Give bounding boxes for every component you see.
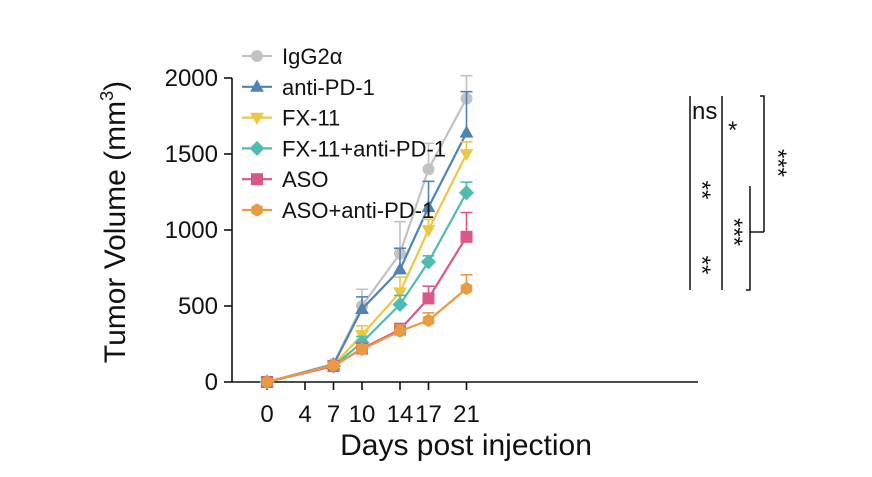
data-point (459, 149, 474, 162)
y-axis-label-superscript: 3 (97, 91, 117, 101)
x-tick-label: 14 (387, 401, 414, 428)
legend: IgG2α anti-PD-1 FX-11 FX-11+anti-PD-1 ASO ASO… (242, 44, 446, 223)
y-axis-label: Tumor Volume (mm3) (97, 81, 132, 363)
data-point (356, 342, 368, 356)
data-point (261, 375, 273, 389)
data-point (394, 324, 406, 338)
y-tick-label: 1000 (165, 217, 218, 244)
legend-label: FX-11 (282, 106, 340, 131)
sig-label-star-1: * (728, 117, 737, 144)
data-point (392, 296, 408, 313)
x-tick-label: 21 (453, 401, 480, 428)
x-tick-label: 0 (260, 401, 273, 428)
data-point (355, 301, 369, 314)
x-tick-label: 17 (415, 401, 442, 428)
series-layer (259, 74, 475, 390)
y-axis-label-close: ) (99, 81, 132, 91)
sig-label-double-star-2: ** (688, 256, 715, 275)
y-ticks: 0 500 1000 1500 2000 (165, 65, 232, 396)
sig-label-double-star-1: ** (688, 181, 715, 200)
legend-marker (251, 50, 263, 62)
significance-brackets: ns * ** ** *** *** (688, 95, 791, 291)
legend-marker (250, 112, 264, 125)
legend-marker (249, 140, 265, 156)
data-point (458, 185, 475, 201)
x-tick-label: 10 (349, 401, 376, 428)
sig-label-triple-star-2: *** (764, 149, 791, 177)
legend-label: ASO (282, 167, 328, 192)
y-tick-label: 1500 (165, 141, 218, 168)
legend-marker (251, 203, 263, 217)
data-point (422, 163, 435, 176)
x-axis-label: Days post injection (340, 429, 592, 462)
legend-marker (250, 79, 264, 92)
series-line (266, 287, 468, 384)
legend-label: anti-PD-1 (282, 75, 375, 100)
data-point (460, 230, 473, 243)
data-point (393, 262, 407, 275)
legend-marker (251, 173, 263, 186)
y-tick-label: 0 (205, 369, 218, 396)
data-point (393, 287, 407, 300)
bracket-triple-star-3 (760, 95, 765, 232)
x-tick-label: 7 (327, 401, 340, 428)
data-point (421, 199, 436, 213)
data-point (422, 292, 435, 305)
series-5 (261, 274, 473, 389)
data-point (459, 125, 474, 138)
data-point (422, 313, 435, 328)
legend-label: IgG2α (282, 44, 343, 69)
legend-label: FX-11+anti-PD-1 (282, 136, 446, 161)
bracket-triple-star-2 (746, 186, 751, 291)
y-tick-label: 2000 (165, 65, 218, 92)
sig-label-triple-star-1: *** (720, 218, 747, 246)
data-point (327, 358, 340, 372)
x-ticks: 0 4 7 10 14 17 21 (260, 382, 480, 428)
y-tick-label: 500 (178, 293, 218, 320)
data-point (460, 281, 473, 296)
legend-label: ASO+anti-PD-1 (282, 198, 434, 223)
data-point (421, 225, 436, 238)
x-tick-label: 4 (298, 401, 311, 428)
y-axis-label-main: Tumor Volume (mm (99, 101, 132, 363)
sig-label-ns: ns (692, 98, 717, 125)
data-point (420, 254, 437, 270)
